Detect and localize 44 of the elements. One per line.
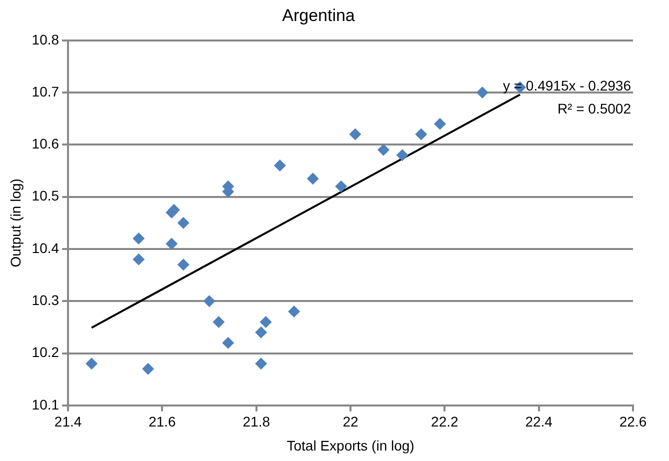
point — [288, 306, 300, 318]
point — [476, 86, 488, 99]
y-tick-label: 10.1 — [32, 396, 60, 412]
x-tick-label: 21.8 — [242, 414, 270, 430]
x-tick-label: 22.6 — [619, 414, 647, 430]
annotation: R² = 0.5002 — [557, 100, 632, 116]
x-axis-title: Total Exports (in log) — [286, 437, 414, 454]
y-tick-label: 10.8 — [32, 31, 60, 48]
y-tick-label: 10.3 — [32, 292, 60, 308]
point — [212, 316, 225, 328]
point — [255, 326, 268, 338]
point — [260, 316, 272, 328]
point — [142, 362, 154, 375]
annotation: y = 0.4915x - 0.2936 — [502, 77, 632, 94]
point — [222, 336, 234, 349]
point — [255, 358, 268, 370]
x-tick-label: 22.2 — [431, 414, 459, 430]
point — [396, 149, 408, 162]
point — [86, 358, 98, 370]
x-tick-label: 22.4 — [525, 414, 553, 430]
point — [274, 160, 286, 172]
x-tick-label: 21.4 — [54, 414, 82, 430]
y-tick-label: 10.2 — [32, 344, 60, 360]
point — [132, 253, 145, 266]
point — [132, 232, 145, 245]
x-tick-label: 22 — [342, 414, 359, 430]
point — [203, 295, 216, 308]
y-tick-label: 10.5 — [32, 188, 60, 204]
point — [166, 238, 178, 250]
point — [177, 216, 190, 229]
point — [335, 180, 348, 192]
y-tick-label: 10.6 — [32, 136, 60, 152]
y-tick-label: 10.7 — [32, 83, 60, 100]
point — [377, 144, 390, 156]
chart-title: Argentina — [282, 6, 356, 25]
point — [434, 118, 446, 130]
point — [168, 204, 180, 216]
y-axis-title: Output (in log) — [7, 178, 24, 268]
y-tick-label: 10.4 — [32, 240, 60, 256]
point — [306, 172, 319, 185]
point — [177, 258, 190, 271]
point — [415, 128, 428, 140]
point — [349, 128, 362, 140]
x-tick-label: 21.6 — [148, 414, 176, 430]
